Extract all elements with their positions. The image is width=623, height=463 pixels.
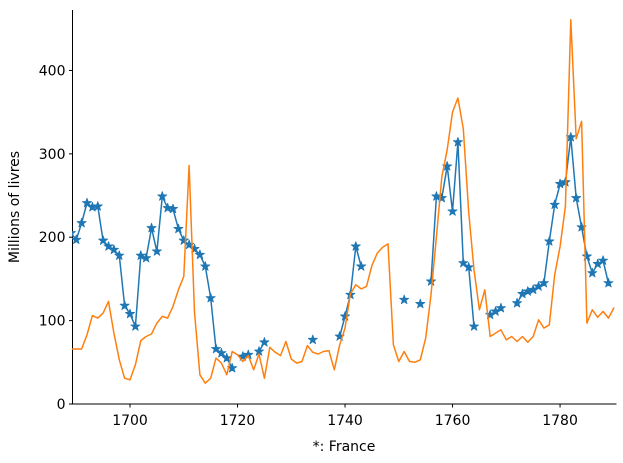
star-marker: [463, 262, 474, 272]
star-marker: [512, 297, 523, 308]
star-marker: [178, 235, 189, 245]
star-marker: [426, 276, 437, 286]
star-marker: [469, 321, 480, 331]
star-marker: [340, 311, 350, 321]
star-marker: [495, 302, 506, 313]
star-marker: [211, 343, 221, 354]
y-tick-label: 0: [57, 397, 66, 413]
star-marker: [72, 230, 76, 238]
star-marker: [135, 250, 146, 260]
star-marker: [92, 201, 103, 211]
star-marker: [162, 202, 173, 213]
star-marker: [399, 294, 410, 305]
star-marker: [581, 251, 592, 261]
star-marker: [452, 136, 463, 147]
x-tick-label: 1760: [435, 413, 471, 429]
star-marker: [350, 241, 361, 251]
star-marker: [458, 257, 469, 268]
x-tick-label: 1700: [112, 413, 148, 429]
y-axis-label: Millions of livres: [7, 151, 23, 263]
star-marker: [76, 217, 87, 228]
star-marker: [130, 321, 141, 331]
star-marker: [356, 261, 367, 271]
star-marker: [157, 191, 168, 201]
x-axis-label: *: France: [313, 439, 376, 455]
star-marker: [447, 206, 458, 216]
series-line: [430, 141, 475, 328]
star-marker: [125, 308, 135, 319]
star-marker: [205, 292, 216, 303]
star-marker: [259, 337, 270, 347]
y-tick-label: 100: [39, 314, 66, 330]
series-layer: [72, 18, 615, 384]
star-marker: [72, 234, 82, 245]
star-marker: [544, 236, 555, 246]
series1-series: [72, 18, 615, 384]
star-marker: [82, 197, 92, 208]
star-marker: [587, 267, 598, 278]
france-series: [72, 131, 614, 373]
star-marker: [538, 277, 549, 288]
x-tick-label: 1780: [542, 413, 578, 429]
star-marker: [216, 347, 227, 358]
star-marker: [221, 352, 232, 363]
star-marker: [571, 192, 582, 203]
series-line: [72, 18, 615, 384]
star-marker: [194, 249, 205, 260]
star-marker: [603, 277, 614, 288]
star-marker: [98, 235, 109, 245]
star-marker: [307, 334, 318, 345]
star-marker: [103, 241, 114, 251]
x-tick-label: 1740: [327, 413, 363, 429]
star-marker: [108, 244, 119, 255]
y-tick-label: 200: [39, 230, 66, 246]
star-marker: [415, 298, 426, 309]
x-tick-label: 1720: [220, 413, 256, 429]
star-marker: [436, 192, 447, 203]
series-line: [72, 195, 233, 369]
star-marker: [598, 255, 609, 265]
star-marker: [146, 222, 157, 233]
star-marker: [168, 203, 178, 214]
star-marker: [173, 223, 184, 234]
star-marker: [200, 261, 211, 271]
star-marker: [119, 300, 130, 310]
series-line: [516, 136, 610, 304]
star-marker: [151, 246, 162, 256]
star-marker: [189, 243, 200, 254]
star-marker: [114, 250, 125, 260]
star-marker: [549, 199, 560, 209]
y-tick-label: 400: [39, 63, 66, 79]
y-tick-label: 300: [39, 147, 66, 163]
axes-layer: 1700 1720 1740 1760 1780 0 100 200 300 400: [39, 10, 617, 429]
star-marker: [141, 252, 152, 263]
